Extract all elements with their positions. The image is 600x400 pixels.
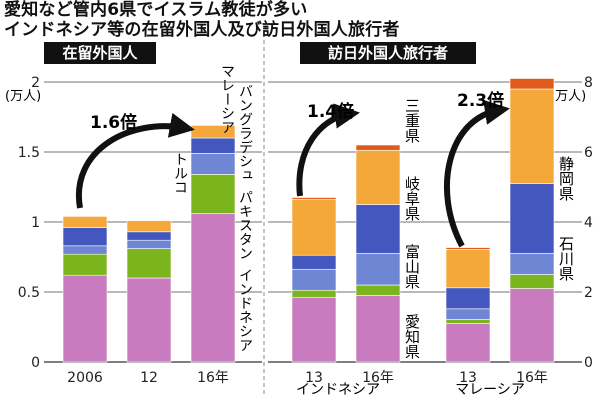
bar-segment	[126, 239, 172, 249]
right-panel-header-bg	[300, 42, 476, 64]
bar-segment	[291, 296, 337, 363]
bar-segment	[509, 288, 555, 363]
malaysia-growth-label: 2.3倍	[457, 90, 504, 111]
bar-segment	[509, 183, 555, 254]
x-tick-label: 16年	[197, 370, 229, 386]
figure-title-line2: インドネシア等の在留外国人及び訪日外国人旅行者	[4, 20, 400, 40]
left-growth-label: 1.6倍	[90, 112, 137, 133]
bar-segment	[291, 197, 337, 200]
bar-segment	[509, 78, 555, 90]
right-bars	[291, 78, 555, 363]
figure-title-line1: 愛知など管内6県でイスラム教徒が多い	[4, 0, 308, 20]
bar-segment	[190, 153, 236, 175]
x-tick-label: 13	[305, 370, 323, 386]
label-pakistan: パキスタン	[237, 190, 253, 260]
bar-segment	[291, 198, 337, 256]
left-panel-header-bg	[44, 42, 156, 64]
arrow-malaysia-growth	[444, 99, 510, 248]
left-x-ticks: 2006 12 16年	[67, 370, 229, 386]
group-label-malaysia: マレーシア	[455, 382, 525, 398]
y-tick-label: 2	[584, 285, 593, 301]
y-tick-label: 0	[31, 355, 40, 371]
bar-segment	[355, 204, 401, 254]
x-tick-label: 13	[459, 370, 477, 386]
x-tick-label: 16年	[362, 370, 394, 386]
bar-segment	[190, 174, 236, 214]
bar-segment	[445, 308, 491, 320]
right-unit-label: (万人)	[550, 89, 586, 104]
label-malaysia: マレーシア	[219, 64, 235, 134]
y-tick-label: 8	[584, 75, 593, 91]
left-unit-label: (万人)	[5, 89, 41, 104]
y-tick-label: 1	[31, 215, 40, 231]
bar-segment	[62, 253, 108, 276]
bar-segment	[445, 247, 491, 250]
bar-segment	[126, 220, 172, 233]
label-mie: 三重県	[403, 98, 421, 143]
bar-segment	[190, 137, 236, 154]
bar-segment	[509, 88, 555, 184]
label-bangladesh: バングラデシュ	[237, 84, 253, 182]
right-y-ticks: 0 2 4 6 8	[584, 75, 593, 371]
bar-segment	[445, 323, 491, 363]
label-aichi: 愛知県	[403, 314, 421, 359]
bar-segment	[509, 274, 555, 289]
arrow-indonesia-growth	[296, 103, 360, 197]
y-tick-label: 2	[31, 75, 40, 91]
bar-segment	[355, 295, 401, 363]
y-tick-label: 1.5	[18, 145, 40, 161]
bar-segment	[355, 284, 401, 296]
bar-segment	[355, 253, 401, 286]
y-tick-label: 4	[584, 215, 593, 231]
bar-segment	[291, 289, 337, 298]
bar-segment	[291, 268, 337, 291]
bar-segment	[445, 249, 491, 289]
bar-segment	[126, 231, 172, 241]
bar-segment	[62, 274, 108, 363]
bar-segment	[190, 213, 236, 363]
y-tick-label: 0	[584, 355, 593, 371]
bar-segment	[355, 149, 401, 205]
label-shizuoka: 静岡県	[557, 156, 575, 201]
bar-segment	[291, 254, 337, 270]
left-y-ticks: 0 0.5 1 1.5 2	[18, 75, 40, 371]
label-indonesia: インドネシア	[237, 268, 253, 352]
indonesia-growth-label: 1.4倍	[307, 101, 354, 122]
arrow-left-growth	[75, 112, 195, 209]
y-tick-label: 0.5	[18, 285, 40, 301]
bar-segment	[509, 253, 555, 275]
bar-segment	[445, 318, 491, 324]
left-bars	[62, 125, 236, 363]
x-tick-label: 12	[140, 370, 158, 386]
left-panel-title: 在留外国人	[62, 44, 138, 62]
bar-segment	[62, 227, 108, 247]
label-turkey: トルコ	[172, 152, 188, 194]
group-label-indonesia: インドネシア	[296, 382, 380, 398]
label-ishikawa: 石川県	[557, 236, 575, 281]
label-toyama: 富山県	[403, 243, 421, 289]
x-tick-label: 16年	[516, 370, 548, 386]
bar-segment	[445, 287, 491, 310]
bar-segment	[355, 144, 401, 151]
label-gifu: 岐阜県	[403, 176, 421, 221]
bar-segment	[62, 216, 108, 228]
bar-segment	[62, 245, 108, 255]
y-tick-label: 6	[584, 145, 593, 161]
x-tick-label: 2006	[67, 370, 103, 386]
right-panel-title: 訪日外国人旅行者	[328, 44, 448, 62]
bar-segment	[126, 277, 172, 363]
right-x-ticks: 13 16年 13 16年	[305, 370, 548, 386]
bar-segment	[126, 248, 172, 279]
